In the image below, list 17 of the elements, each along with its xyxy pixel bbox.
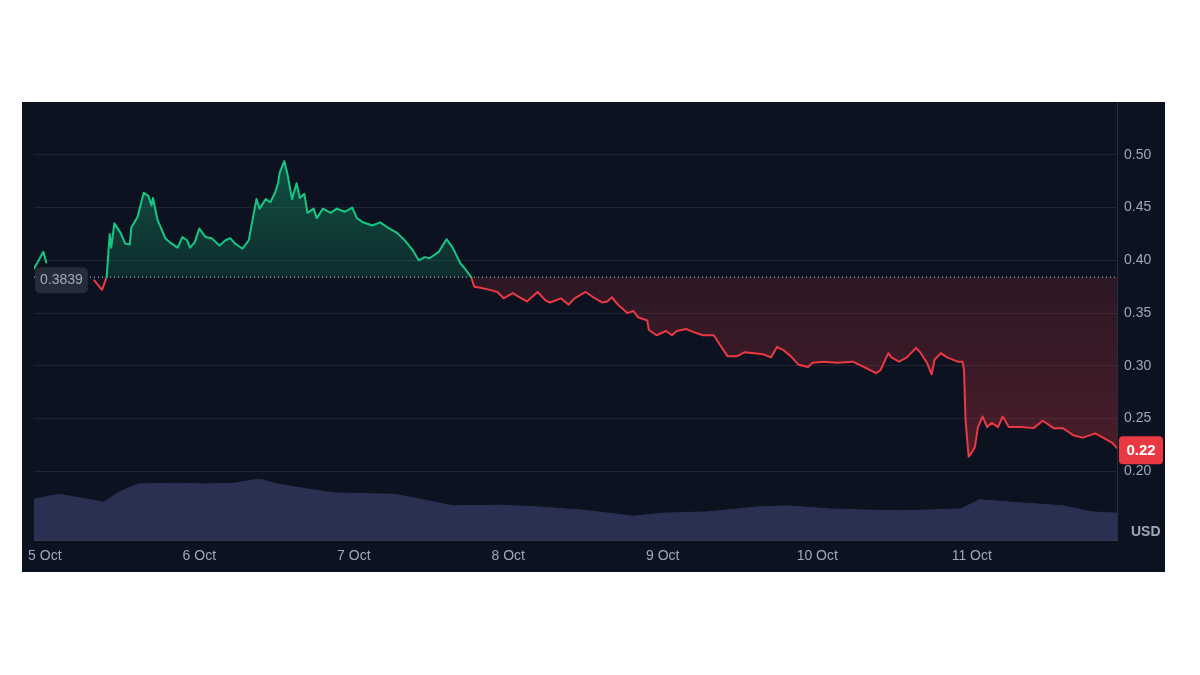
y-tick-label: 0.45 — [1124, 198, 1152, 215]
x-tick-label: 10 Oct — [796, 547, 838, 564]
x-tick-label: 7 Oct — [337, 547, 371, 564]
y-tick-label: 0.50 — [1124, 145, 1152, 162]
y-tick-label: 0.25 — [1124, 409, 1152, 426]
y-axis-title: USD — [1131, 522, 1161, 539]
y-tick-label: 0.30 — [1124, 356, 1152, 373]
x-tick-label: 5 Oct — [28, 547, 62, 564]
x-tick-label: 11 Oct — [951, 547, 992, 564]
x-tick-label: 8 Oct — [491, 547, 526, 564]
y-tick-label: 0.40 — [1124, 251, 1152, 268]
annotation: 0.22 — [1126, 441, 1156, 459]
x-tick-label: 6 Oct — [182, 547, 217, 564]
ref-line-label: 0.3839 — [40, 271, 84, 288]
y-tick-label: 0.20 — [1124, 462, 1152, 479]
x-tick-label: 9 Oct — [646, 547, 680, 564]
y-tick-label: 0.35 — [1124, 303, 1152, 320]
